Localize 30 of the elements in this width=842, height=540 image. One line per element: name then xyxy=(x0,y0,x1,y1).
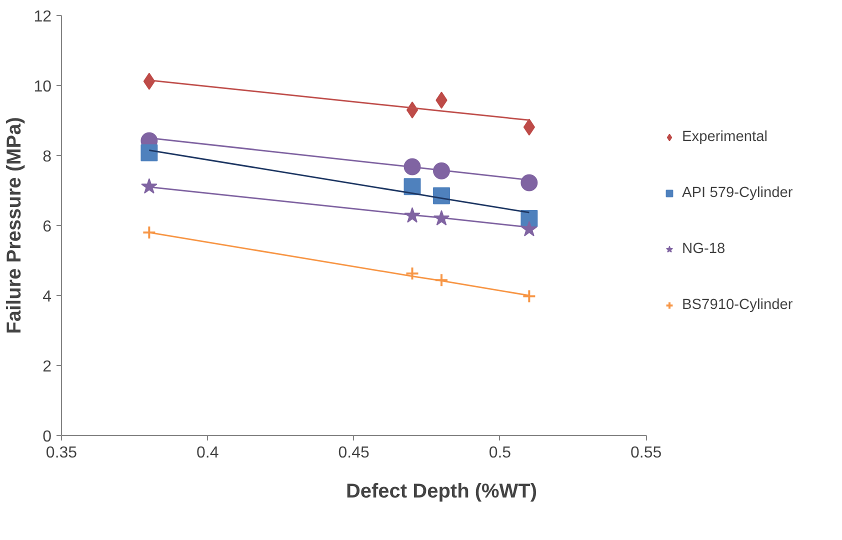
point xyxy=(523,118,536,136)
point xyxy=(522,289,536,304)
legend-label: NG-18 xyxy=(682,241,726,257)
legend-label: Experimental xyxy=(682,129,768,145)
point xyxy=(141,178,158,194)
legend-label: BS7910-Cylinder xyxy=(682,297,793,313)
y-axis-title: Failure Pressure (MPa) xyxy=(4,117,26,334)
x-axis-title: Defect Depth (%WT) xyxy=(346,480,538,502)
legend-label: API 579-Cylinder xyxy=(682,185,793,201)
x-tick-label: 0.55 xyxy=(630,444,662,462)
y-tick-label: 12 xyxy=(34,8,52,26)
x-tick-label: 0.35 xyxy=(46,444,78,462)
y-tick-label: 2 xyxy=(42,358,52,376)
point xyxy=(404,178,421,196)
point xyxy=(405,266,420,280)
point xyxy=(433,187,450,204)
point xyxy=(140,144,158,162)
point xyxy=(142,226,156,240)
point xyxy=(521,220,538,236)
y-tick-label: 4 xyxy=(42,288,52,306)
point xyxy=(434,273,448,288)
x-tick-label: 0.4 xyxy=(196,444,219,462)
y-tick-label: 10 xyxy=(34,78,52,96)
y-tick-label: 6 xyxy=(42,218,52,236)
point xyxy=(143,72,156,90)
x-tick-label: 0.5 xyxy=(488,444,512,462)
y-tick-label: 0 xyxy=(42,428,52,446)
y-tick-label: 8 xyxy=(42,148,52,166)
x-tick-label: 0.45 xyxy=(338,444,370,462)
point xyxy=(520,174,538,192)
